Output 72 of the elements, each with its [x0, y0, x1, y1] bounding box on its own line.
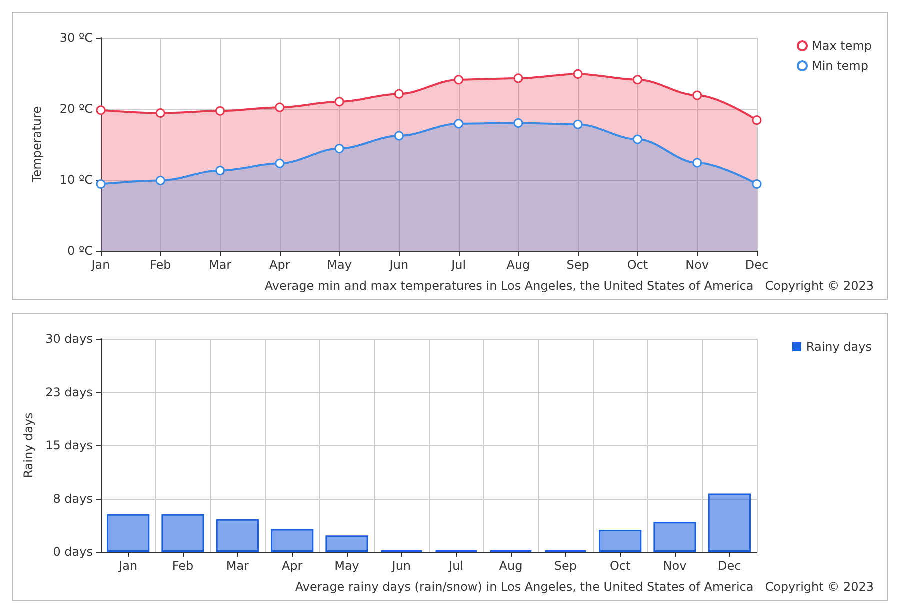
- point: [514, 74, 524, 84]
- x-tick-label: May: [334, 559, 360, 573]
- point: [632, 134, 642, 144]
- point: [514, 118, 524, 128]
- y-axis-title: Rainy days: [22, 412, 36, 478]
- x-tick-label: Aug: [506, 258, 530, 272]
- x-tick-label: Feb: [172, 559, 194, 573]
- y-tick-label: 10 ºC: [60, 173, 93, 187]
- bar: [708, 494, 751, 552]
- text: Average min and max temperatures in Los Angeles, the United States of America Copyright © 2023: [264, 279, 874, 293]
- point: [216, 166, 226, 176]
- legend-label: Rainy days: [806, 340, 872, 354]
- point: [156, 108, 166, 118]
- point: [394, 131, 404, 141]
- point: [275, 102, 285, 112]
- x-tick-label: Dec: [745, 258, 769, 272]
- point: [752, 180, 762, 190]
- point: [692, 90, 702, 100]
- x-tick-label: Apr: [270, 258, 290, 272]
- x-tick-label: Sep: [554, 559, 577, 573]
- point: [692, 158, 702, 168]
- x-tick-label: Aug: [499, 559, 523, 573]
- point: [96, 106, 106, 116]
- point: [156, 176, 166, 186]
- point: [632, 75, 642, 85]
- x-tick-label: Nov: [663, 559, 687, 573]
- point: [96, 180, 106, 190]
- y-tick-label: 20 ºC: [60, 102, 93, 116]
- x-tick-label: Dec: [718, 559, 742, 573]
- x-tick-label: Apr: [282, 559, 303, 573]
- legend-label: Max temp: [812, 39, 872, 53]
- x-tick-label: Feb: [150, 258, 172, 272]
- legend-label: Min temp: [812, 59, 868, 73]
- point: [275, 158, 285, 168]
- x-tick-label: Jul: [450, 258, 466, 272]
- text: Average rainy days (rain/snow) in Los Angeles, the United States of America Copyright © 2023: [295, 580, 874, 594]
- x-tick-label: Jan: [90, 258, 110, 272]
- point: [573, 120, 583, 130]
- y-tick-label: 0 ºC: [68, 244, 93, 258]
- x-tick-label: Mar: [226, 559, 250, 573]
- y-tick-label: 15 days: [46, 438, 93, 452]
- bar: [162, 514, 204, 552]
- bar: [107, 514, 150, 552]
- bar: [654, 522, 696, 552]
- point: [573, 69, 583, 79]
- point: [334, 144, 344, 154]
- y-axis-title: Temperature: [30, 106, 44, 184]
- y-tick-label: 0 days: [53, 545, 93, 559]
- point: [454, 119, 464, 129]
- x-tick-label: Jun: [391, 559, 412, 573]
- point: [216, 106, 226, 116]
- bar: [216, 519, 259, 552]
- x-tick-label: Oct: [610, 559, 631, 573]
- x-tick-label: Jul: [448, 559, 464, 573]
- point: [752, 116, 762, 126]
- point: [334, 97, 344, 107]
- x-tick-label: May: [327, 258, 352, 272]
- x-tick-label: Jan: [118, 559, 138, 573]
- point: [394, 89, 404, 99]
- y-tick-label: 23 days: [46, 385, 93, 400]
- bar: [326, 536, 368, 552]
- point: [454, 75, 464, 85]
- y-tick-label: 8 days: [53, 492, 93, 506]
- x-tick-label: Sep: [566, 258, 590, 272]
- y-tick-label: 30 ºC: [60, 31, 93, 45]
- y-tick-label: 30 days: [46, 332, 93, 346]
- bar: [599, 530, 642, 552]
- bar: [271, 529, 314, 552]
- x-tick-label: Jun: [388, 258, 409, 272]
- x-tick-label: Oct: [627, 258, 648, 272]
- x-tick-label: Nov: [686, 258, 710, 272]
- x-tick-label: Mar: [208, 258, 232, 272]
